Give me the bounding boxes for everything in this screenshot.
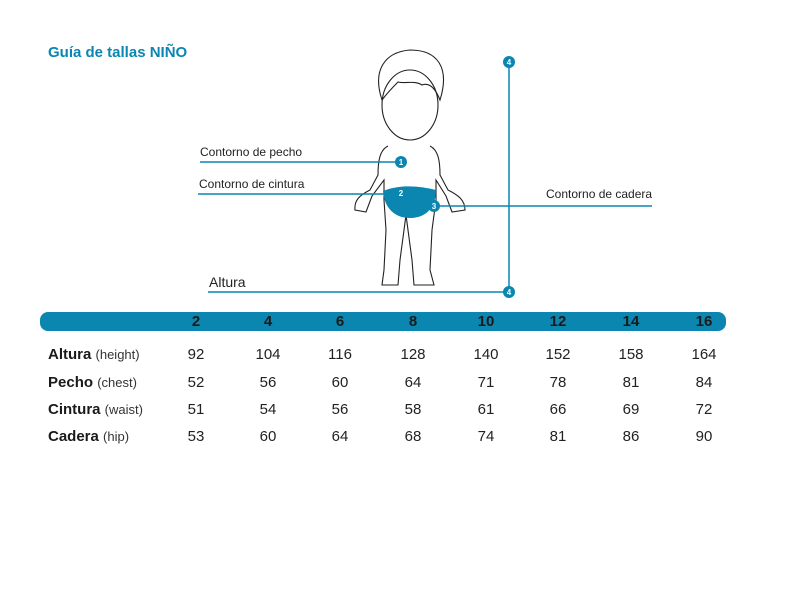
measure-lines: [198, 62, 652, 293]
table-cell: 60: [259, 428, 277, 445]
row-label-main: Pecho: [48, 374, 94, 391]
row-label-main: Cintura: [48, 401, 101, 418]
markers: [395, 56, 515, 298]
table-cell: 60: [331, 374, 349, 391]
marker-label: 4: [507, 58, 512, 67]
size-header-12: 12: [549, 313, 567, 330]
table-cell: 128: [400, 346, 426, 363]
row-label: Cintura (waist): [48, 401, 143, 418]
marker-4-bottom: [503, 286, 515, 298]
marker-3: [428, 200, 440, 212]
child-outline: [354, 49, 466, 286]
table-cell: 158: [618, 346, 644, 363]
table-cell: 78: [549, 374, 567, 391]
table-cell: 51: [187, 401, 205, 418]
table-cell: 66: [549, 401, 567, 418]
table-cell: 72: [695, 401, 713, 418]
table-cell: 152: [545, 346, 571, 363]
table-cell: 92: [187, 346, 205, 363]
marker-4-top: [503, 56, 515, 68]
size-header-6: 6: [335, 313, 345, 330]
table-cell: 64: [404, 374, 422, 391]
table-cell: 71: [477, 374, 495, 391]
marker-label: 3: [432, 202, 437, 211]
size-header-2: 2: [191, 313, 201, 330]
table-cell: 86: [622, 428, 640, 445]
label-waist: Contorno de cintura: [199, 177, 305, 191]
row-label-sub: (waist): [104, 402, 143, 417]
row-label: Cadera (hip): [48, 428, 129, 445]
table-cell: 140: [473, 346, 499, 363]
size-header-16: 16: [695, 313, 713, 330]
table-cell: 61: [477, 401, 495, 418]
label-hip: Contorno de cadera: [546, 187, 653, 201]
marker-2: [395, 187, 407, 199]
marker-label: 2: [399, 189, 404, 198]
table-cell: 84: [695, 374, 713, 391]
row-label: Pecho (chest): [48, 374, 137, 391]
size-header-4: 4: [263, 313, 273, 330]
table-cell: 116: [328, 346, 352, 363]
table-cell: 56: [331, 401, 349, 418]
table-cell: 58: [404, 401, 422, 418]
row-label-sub: (hip): [103, 429, 130, 444]
row-label-main: Cadera: [48, 428, 99, 445]
child-figure-illustration: 1 2 3 4 4: [198, 49, 652, 298]
row-label-sub: (chest): [97, 375, 137, 390]
table-cell: 68: [404, 428, 422, 445]
marker-label: 4: [507, 288, 512, 297]
marker-label: 1: [399, 158, 404, 167]
size-header-8: 8: [408, 313, 418, 330]
underwear-shape: [383, 186, 436, 218]
size-header-10: 10: [477, 313, 495, 330]
marker-1: [395, 156, 407, 168]
table-cell: 90: [695, 428, 713, 445]
row-label-sub: (height): [95, 347, 140, 362]
table-cell: 52: [187, 374, 205, 391]
row-label-main: Altura: [48, 346, 92, 363]
label-height: Altura: [209, 274, 246, 290]
table-cell: 64: [331, 428, 349, 445]
size-header-14: 14: [622, 313, 640, 330]
table-cell: 54: [259, 401, 277, 418]
table-cell: 74: [477, 428, 495, 445]
page-title: Guía de tallas NIÑO: [48, 44, 188, 61]
table-cell: 53: [187, 428, 205, 445]
table-cell: 56: [259, 374, 277, 391]
label-chest: Contorno de pecho: [200, 145, 303, 159]
table-cell: 104: [255, 346, 281, 363]
table-cell: 81: [622, 374, 640, 391]
table-cell: 69: [622, 401, 640, 418]
table-cell: 164: [691, 346, 717, 363]
table-cell: 81: [549, 428, 567, 445]
size-header-bar: [40, 312, 726, 331]
row-label: Altura (height): [48, 346, 140, 363]
